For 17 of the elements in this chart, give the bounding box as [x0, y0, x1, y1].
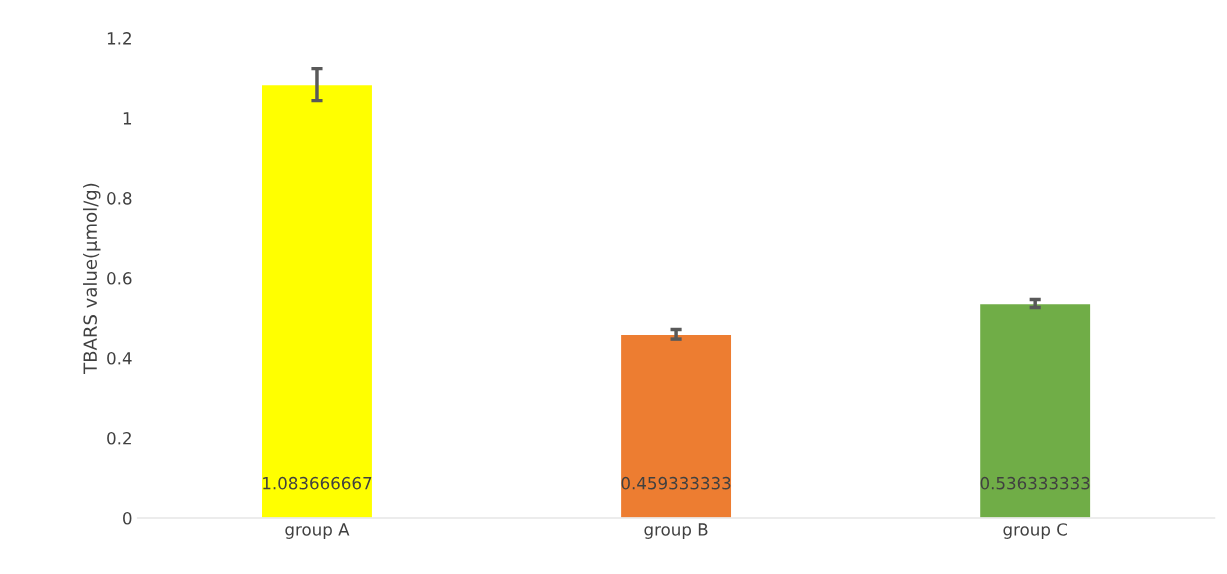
y-axis-title: TBARS value(μmol/g): [83, 183, 101, 374]
y-tick-label: 0.6: [107, 272, 132, 285]
x-tick-label: group A: [285, 523, 350, 539]
x-tick-label: group B: [644, 523, 708, 539]
y-tick-label: 0.8: [107, 192, 132, 205]
data-label: 0.459333333: [621, 476, 731, 490]
data-label: 0.536333333: [980, 476, 1090, 490]
bar: [978, 302, 1092, 518]
y-tick-label: 0: [123, 511, 132, 525]
y-tick-label: 0.4: [107, 351, 132, 365]
y-tick-label: 0.2: [107, 431, 131, 445]
y-tick-label: 1: [123, 112, 132, 125]
y-tick-label: 1.2: [107, 32, 131, 45]
x-tick-label: group C: [1003, 523, 1067, 539]
bar: [619, 333, 733, 518]
bar: [260, 83, 374, 518]
data-label: 1.083666667: [263, 476, 372, 490]
